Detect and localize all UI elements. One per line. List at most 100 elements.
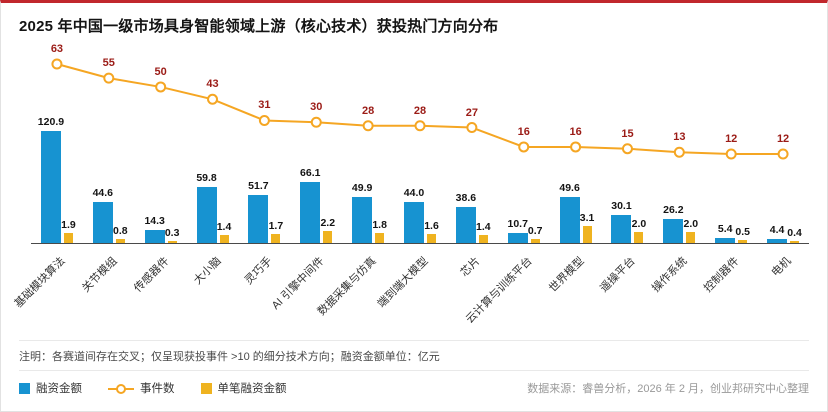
legend-item-funding: 融资金额: [19, 380, 82, 396]
event-count-marker: [725, 148, 737, 160]
per-deal-value-label: 0.8: [112, 224, 128, 237]
funding-value-label: 59.8: [196, 172, 217, 185]
event-count-label: 13: [673, 131, 686, 144]
funding-bar: [507, 233, 528, 243]
per-deal-value-label: 0.7: [527, 225, 543, 238]
per-deal-bar: [738, 240, 748, 243]
chart-note: 注明：各赛道间存在交叉；仅呈现获投事件 >10 的细分技术方向；融资金额单位：亿…: [19, 340, 809, 370]
chart-footer: 融资金额 事件数 单笔融资金额 数据来源：睿兽分析，2026 年 2 月，创业邦…: [19, 370, 809, 396]
event-count-label: 50: [154, 65, 167, 78]
event-count-label: 30: [310, 101, 323, 114]
legend-item-per-deal: 单笔融资金额: [200, 380, 287, 396]
legend-label-per-deal: 单笔融资金额: [217, 383, 287, 395]
event-count-marker: [207, 93, 219, 105]
event-count-label: 16: [517, 125, 530, 138]
per-deal-bar: [478, 235, 488, 243]
per-deal-value-label: 1.4: [476, 221, 491, 234]
funding-bar: [144, 229, 165, 243]
per-deal-bar: [375, 233, 385, 243]
legend-label-events: 事件数: [140, 383, 175, 395]
event-count-label: 15: [621, 127, 634, 140]
x-axis-category-label: 遥操平台: [598, 255, 639, 295]
per-deal-value-label: 2.0: [631, 218, 647, 230]
funding-bar: [352, 196, 373, 243]
x-axis-category-label: 操作系统: [650, 255, 690, 295]
funding-value-label: 26.2: [663, 203, 684, 216]
legend: 融资金额 事件数 单笔融资金额: [19, 380, 287, 396]
event-count-label: 27: [465, 106, 478, 119]
legend-label-funding: 融资金额: [36, 383, 82, 395]
per-deal-bar: [790, 240, 800, 243]
per-deal-amount-swatch-icon: [200, 382, 212, 394]
event-count-marker: [518, 141, 530, 153]
event-count-label: 55: [102, 57, 115, 70]
funding-bar: [559, 196, 580, 243]
x-axis-line: [31, 243, 809, 244]
x-axis-category-label: 芯片: [458, 255, 483, 280]
chart-title: 2025 年中国一级市场具身智能领域上游（核心技术）获投热门方向分布: [19, 18, 499, 35]
funding-value-label: 10.7: [507, 218, 528, 231]
event-count-label: 63: [50, 43, 64, 55]
event-count-marker: [466, 122, 478, 134]
event-count-label: 28: [362, 104, 375, 117]
per-deal-bar: [427, 234, 436, 243]
event-count-marker: [673, 146, 685, 158]
per-deal-value-label: 1.7: [268, 219, 284, 232]
funding-bar: [300, 181, 321, 243]
funding-value-label: 4.4: [769, 223, 785, 236]
funding-bar: [767, 238, 788, 243]
funding-value-label: 44.6: [92, 186, 114, 199]
funding-bar: [455, 207, 476, 243]
event-count-line-icon: [108, 383, 134, 394]
event-count-marker: [155, 81, 167, 93]
per-deal-bar: [582, 225, 592, 243]
per-deal-value-label: 1.6: [424, 220, 439, 233]
per-deal-value-label: 1.8: [372, 219, 387, 232]
x-axis-category-label: 灵巧手: [243, 255, 275, 287]
event-count-label: 31: [258, 99, 271, 112]
per-deal-bar: [323, 230, 333, 243]
event-count-label: 43: [206, 78, 219, 91]
x-axis-category-label: 端到端大模型: [375, 255, 431, 311]
per-deal-value-label: 0.4: [787, 226, 802, 239]
per-deal-value-label: 1.4: [216, 221, 232, 234]
data-source-text: 数据来源：睿兽分析，2026 年 2 月，创业邦研究中心整理: [527, 383, 809, 395]
funding-bar: [196, 187, 217, 243]
event-count-marker: [310, 116, 322, 128]
per-deal-value-label: 3.1: [579, 211, 595, 224]
event-count-label: 12: [776, 133, 790, 145]
per-deal-value-label: 0.3: [164, 227, 180, 240]
funding-bar: [404, 202, 424, 243]
x-axis-category-label: 电机: [769, 255, 794, 280]
x-axis-category-label: 基础模块算法: [12, 255, 68, 311]
funding-value-label: 66.1: [300, 166, 321, 179]
funding-bar: [40, 130, 61, 243]
per-deal-bar: [530, 239, 540, 243]
combo-chart: 120.9 1.9 63 基础模块算法 44.6 0.8 55 关节模组 14.3 0.3 50 传感…: [12, 38, 809, 338]
funding-value-label: 30.1: [611, 200, 632, 212]
per-deal-bar: [115, 238, 125, 243]
per-deal-bar: [219, 235, 229, 243]
funding-value-label: 49.9: [351, 181, 373, 194]
event-count-marker: [258, 114, 270, 126]
event-count-label: 16: [569, 125, 582, 138]
funding-bar: [611, 215, 632, 243]
event-count-marker: [103, 72, 115, 84]
per-deal-bar: [271, 233, 281, 243]
funding-bar: [715, 237, 736, 243]
event-count-marker: [51, 58, 63, 70]
x-axis-category-label: 传感器件: [131, 255, 172, 295]
x-axis-category-label: 关节模组: [79, 255, 120, 295]
per-deal-bar: [167, 241, 177, 243]
funding-value-label: 120.9: [37, 115, 65, 128]
legend-item-events: 事件数: [108, 380, 175, 396]
event-count-marker: [414, 120, 426, 132]
per-deal-value-label: 2.0: [683, 218, 699, 230]
event-count-marker: [362, 120, 374, 132]
per-deal-value-label: 0.5: [735, 226, 750, 239]
funding-value-label: 14.3: [144, 214, 165, 227]
per-deal-bar: [63, 232, 73, 243]
per-deal-value-label: 2.2: [320, 216, 336, 229]
event-count-marker: [570, 141, 582, 153]
